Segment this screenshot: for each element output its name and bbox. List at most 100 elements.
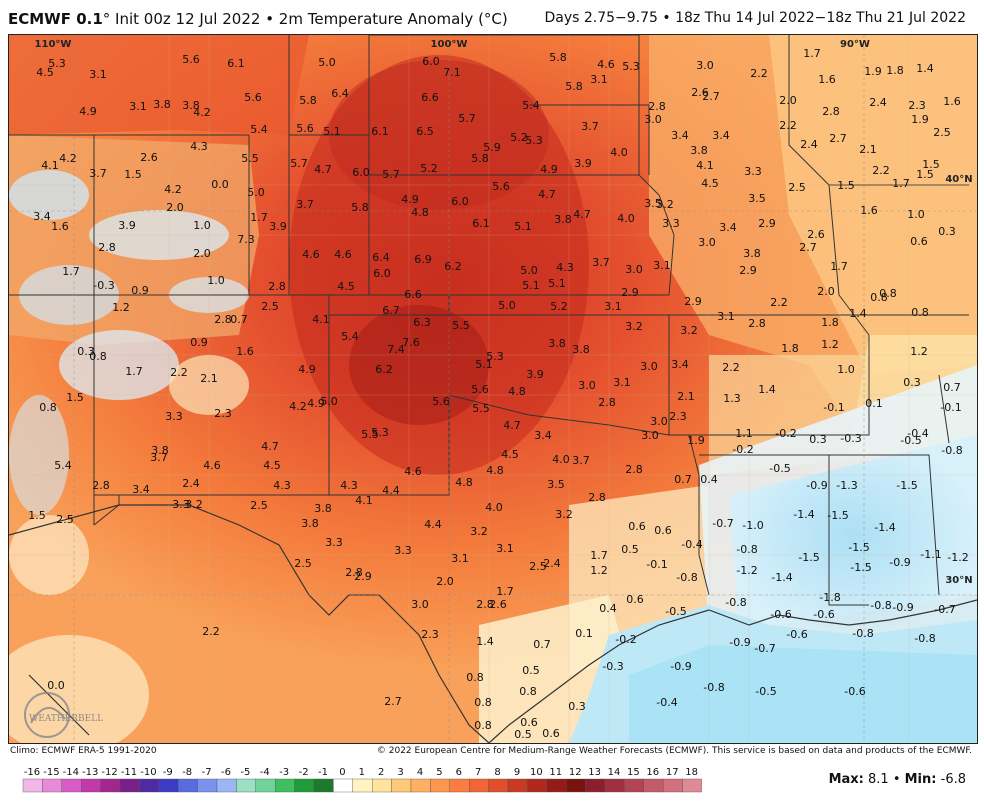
anomaly-value: 2.3 [669,410,687,423]
anomaly-value: 4.6 [334,248,352,261]
anomaly-value: 4.0 [552,453,570,466]
anomaly-value: 5.2 [510,131,528,144]
anomaly-value: -1.8 [819,591,840,604]
anomaly-value: 4.3 [273,479,291,492]
anomaly-value: 2.2 [750,67,768,80]
anomaly-value: 2.1 [677,390,695,403]
anomaly-value: 5.8 [299,94,317,107]
legend-tick: -5 [240,767,250,778]
legend-tick: -11 [121,767,137,778]
anomaly-value: 4.9 [298,363,316,376]
min-label: Min: [904,772,937,787]
anomaly-value: 0.0 [211,178,229,191]
anomaly-value: 0.4 [700,473,718,486]
coordinate-label: 90°W [840,39,870,50]
legend-swatch [624,778,645,793]
coordinate-label: 40°N [945,174,972,185]
anomaly-value: 1.9 [911,113,929,126]
anomaly-value: -0.6 [844,685,865,698]
anomaly-value: 4.8 [486,464,504,477]
climo-credit: Climo: ECMWF ERA-5 1991-2020 [10,746,157,756]
anomaly-value: -0.9 [806,479,827,492]
anomaly-value: 0.6 [910,235,928,248]
anomaly-value: 5.2 [420,162,438,175]
legend-tick: 17 [666,767,679,778]
max-min-summary: Max: 8.1 • Min: -6.8 [828,772,966,787]
anomaly-value: 6.1 [371,125,389,138]
anomaly-value: 3.8 [301,517,319,530]
anomaly-value: 0.7 [943,381,961,394]
legend-tick: 15 [627,767,640,778]
anomaly-value: 5.5 [472,402,490,415]
anomaly-value: 2.0 [779,94,797,107]
anomaly-value: 3.1 [451,552,469,565]
legend-swatch [430,778,450,793]
anomaly-value: 4.0 [610,146,628,159]
anomaly-value: 1.7 [892,177,910,190]
anomaly-value: 4.5 [36,66,54,79]
anomaly-value: 0.5 [621,543,639,556]
anomaly-value: 5.4 [341,330,359,343]
anomaly-value: 0.8 [870,291,888,304]
anomaly-value: 4.1 [41,159,59,172]
legend-swatch [294,778,315,793]
anomaly-value: 2.5 [261,300,279,313]
anomaly-value: -0.2 [615,633,636,646]
valid-range: Days 2.75−9.75 • 18z Thu 14 Jul 2022−18z… [544,10,966,26]
anomaly-value: 2.8 [476,598,494,611]
legend-tick: 9 [514,767,520,778]
anomaly-value: -0.5 [755,685,776,698]
anomaly-value: 3.3 [165,410,183,423]
anomaly-value: 2.5 [788,181,806,194]
anomaly-value: 3.1 [129,100,147,113]
legend-tick: 12 [569,767,582,778]
anomaly-value: -0.4 [681,538,702,551]
anomaly-value: 0.6 [542,727,560,740]
anomaly-value: -0.8 [703,681,724,694]
anomaly-value: 4.0 [485,501,503,514]
anomaly-value: 1.7 [496,585,514,598]
anomaly-value: 3.2 [680,324,698,337]
anomaly-value: 1.0 [907,208,925,221]
anomaly-value: 3.4 [671,129,689,142]
coordinate-label: 100°W [431,39,468,50]
anomaly-value: 5.6 [492,180,510,193]
anomaly-value: 2.2 [770,296,788,309]
anomaly-value: 3.1 [604,300,622,313]
legend-tick: -9 [163,767,173,778]
anomaly-value: 3.8 [153,98,171,111]
anomaly-value: 0.6 [520,716,538,729]
legend-swatch [236,778,256,793]
anomaly-value: 5.4 [250,123,268,136]
anomaly-value: 3.8 [548,337,566,350]
legend-tick: 4 [417,767,423,778]
anomaly-value: -0.8 [736,543,757,556]
anomaly-value: 1.7 [250,211,268,224]
anomaly-value: 1.4 [849,307,867,320]
anomaly-value: 3.3 [744,165,762,178]
anomaly-value: 1.6 [51,220,69,233]
anomaly-value: -0.3 [602,660,623,673]
anomaly-value: 2.7 [384,695,402,708]
anomaly-value: -0.5 [769,462,790,475]
anomaly-value: 4.7 [261,440,279,453]
coastline [488,599,977,743]
anomaly-value: 1.6 [818,73,836,86]
anomaly-value: 3.8 [151,444,169,457]
anomaly-value: 2.5 [529,560,547,573]
anomaly-value: 3.7 [150,451,168,464]
anomaly-value: 5.6 [432,395,450,408]
anomaly-value: 3.1 [496,542,514,555]
anomaly-value: 1.5 [916,168,934,181]
anomaly-value: -0.9 [670,660,691,673]
anomaly-value: 4.9 [307,397,325,410]
anomaly-value: -0.2 [775,427,796,440]
anomaly-value: 0.8 [911,306,929,319]
anomaly-value: 1.0 [193,219,211,232]
anomaly-value: 2.2 [779,119,797,132]
anomaly-value: 5.0 [247,186,265,199]
anomaly-map: 110°W 100°W 90°W 40°N 30°N 5.3 4.5 3.1 5.6 6.1 5.… [8,34,978,744]
anomaly-value: 1.8 [821,316,839,329]
legend-swatch [469,778,489,793]
anomaly-value: 2.8 [748,317,766,330]
